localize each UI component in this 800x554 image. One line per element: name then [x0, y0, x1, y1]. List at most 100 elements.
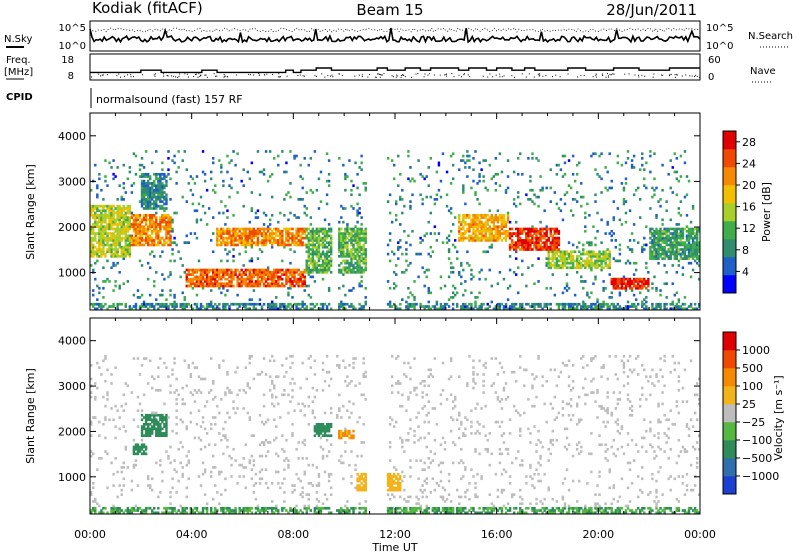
- colorbar-swatch: [723, 203, 736, 222]
- nave-point: [641, 74, 643, 76]
- data-cell: [159, 175, 162, 178]
- data-cell: [413, 296, 416, 299]
- data-cell: [478, 239, 481, 242]
- data-cell: [281, 268, 284, 272]
- data-cell: [258, 275, 262, 279]
- data-cell: [230, 239, 233, 242]
- data-cell: [553, 232, 557, 235]
- data-cell: [92, 509, 95, 512]
- data-cell: [411, 193, 414, 197]
- data-cell: [146, 241, 150, 245]
- data-cell: [691, 232, 695, 235]
- data-cell: [340, 305, 343, 308]
- data-cell: [673, 243, 676, 247]
- data-cell: [250, 282, 254, 286]
- data-cell: [293, 234, 296, 238]
- data-cell: [669, 257, 672, 260]
- data-cell: [500, 227, 504, 231]
- data-cell: [464, 166, 467, 169]
- data-cell: [303, 307, 306, 311]
- data-cell: [207, 270, 211, 274]
- data-cell: [340, 241, 343, 245]
- data-cell: [567, 255, 571, 258]
- data-cell: [498, 305, 502, 308]
- data-cell: [498, 216, 502, 219]
- data-cell: [659, 302, 662, 306]
- data-cell: [360, 245, 363, 249]
- data-cell: [301, 305, 304, 308]
- data-cell: [126, 225, 130, 229]
- data-cell: [203, 172, 207, 176]
- data-cell: [344, 252, 347, 256]
- data-cell: [628, 286, 632, 290]
- data-cell: [185, 268, 188, 272]
- data-cell: [655, 213, 658, 217]
- data-cell: [110, 509, 113, 512]
- data-cell: [153, 193, 156, 197]
- data-cell: [110, 506, 113, 510]
- data-cell: [325, 305, 329, 308]
- data-cell: [163, 195, 166, 199]
- data-cell: [92, 289, 95, 292]
- data-cell: [110, 239, 113, 242]
- data-cell: [291, 234, 294, 238]
- nave-point: [487, 76, 489, 78]
- data-cell: [578, 255, 581, 258]
- data-cell: [360, 257, 363, 260]
- data-cell: [474, 296, 477, 299]
- data-cell: [346, 270, 349, 274]
- data-cell: [547, 266, 550, 270]
- data-cell: [238, 234, 241, 238]
- data-cell: [565, 252, 569, 256]
- data-cell: [419, 193, 422, 197]
- data-cell: [96, 223, 99, 226]
- data-cell: [665, 239, 668, 242]
- data-cell: [669, 307, 672, 311]
- data-cell: [354, 239, 357, 242]
- data-cell: [146, 425, 150, 428]
- nave-point: [492, 76, 494, 78]
- data-cell: [321, 264, 325, 267]
- data-cell: [295, 236, 298, 240]
- data-cell: [573, 198, 577, 201]
- data-cell: [360, 236, 363, 240]
- data-cell: [480, 236, 483, 240]
- data-cell: [124, 220, 127, 224]
- data-cell: [578, 241, 581, 245]
- data-cell: [354, 241, 357, 245]
- freq-tick-bottom: 8: [68, 71, 74, 82]
- data-cell: [677, 305, 681, 308]
- data-cell: [653, 232, 656, 235]
- data-cell: [153, 204, 156, 208]
- data-cell: [165, 225, 168, 229]
- data-cell: [159, 239, 162, 242]
- data-cell: [673, 305, 676, 308]
- data-cell: [541, 234, 544, 238]
- data-cell: [624, 161, 628, 165]
- data-cell: [199, 277, 203, 281]
- data-cell: [352, 286, 355, 290]
- data-cell: [169, 229, 172, 233]
- data-cell: [620, 163, 624, 167]
- nave-point: [167, 75, 169, 77]
- data-cell: [228, 275, 231, 279]
- data-cell: [195, 305, 199, 308]
- data-cell: [112, 216, 115, 219]
- data-cell: [102, 218, 105, 222]
- data-cell: [620, 307, 624, 311]
- data-cell: [218, 268, 221, 272]
- data-cell: [474, 239, 477, 242]
- data-cell: [155, 302, 158, 306]
- data-cell: [157, 243, 160, 247]
- data-cell: [106, 307, 109, 311]
- data-cell: [297, 282, 300, 286]
- data-cell: [212, 275, 215, 279]
- data-cell: [435, 302, 439, 306]
- data-cell: [291, 227, 294, 231]
- data-cell: [224, 248, 227, 251]
- data-cell: [313, 268, 317, 272]
- data-cell: [344, 302, 347, 306]
- data-cell: [173, 259, 176, 263]
- data-cell: [116, 241, 119, 245]
- data-cell: [169, 198, 172, 201]
